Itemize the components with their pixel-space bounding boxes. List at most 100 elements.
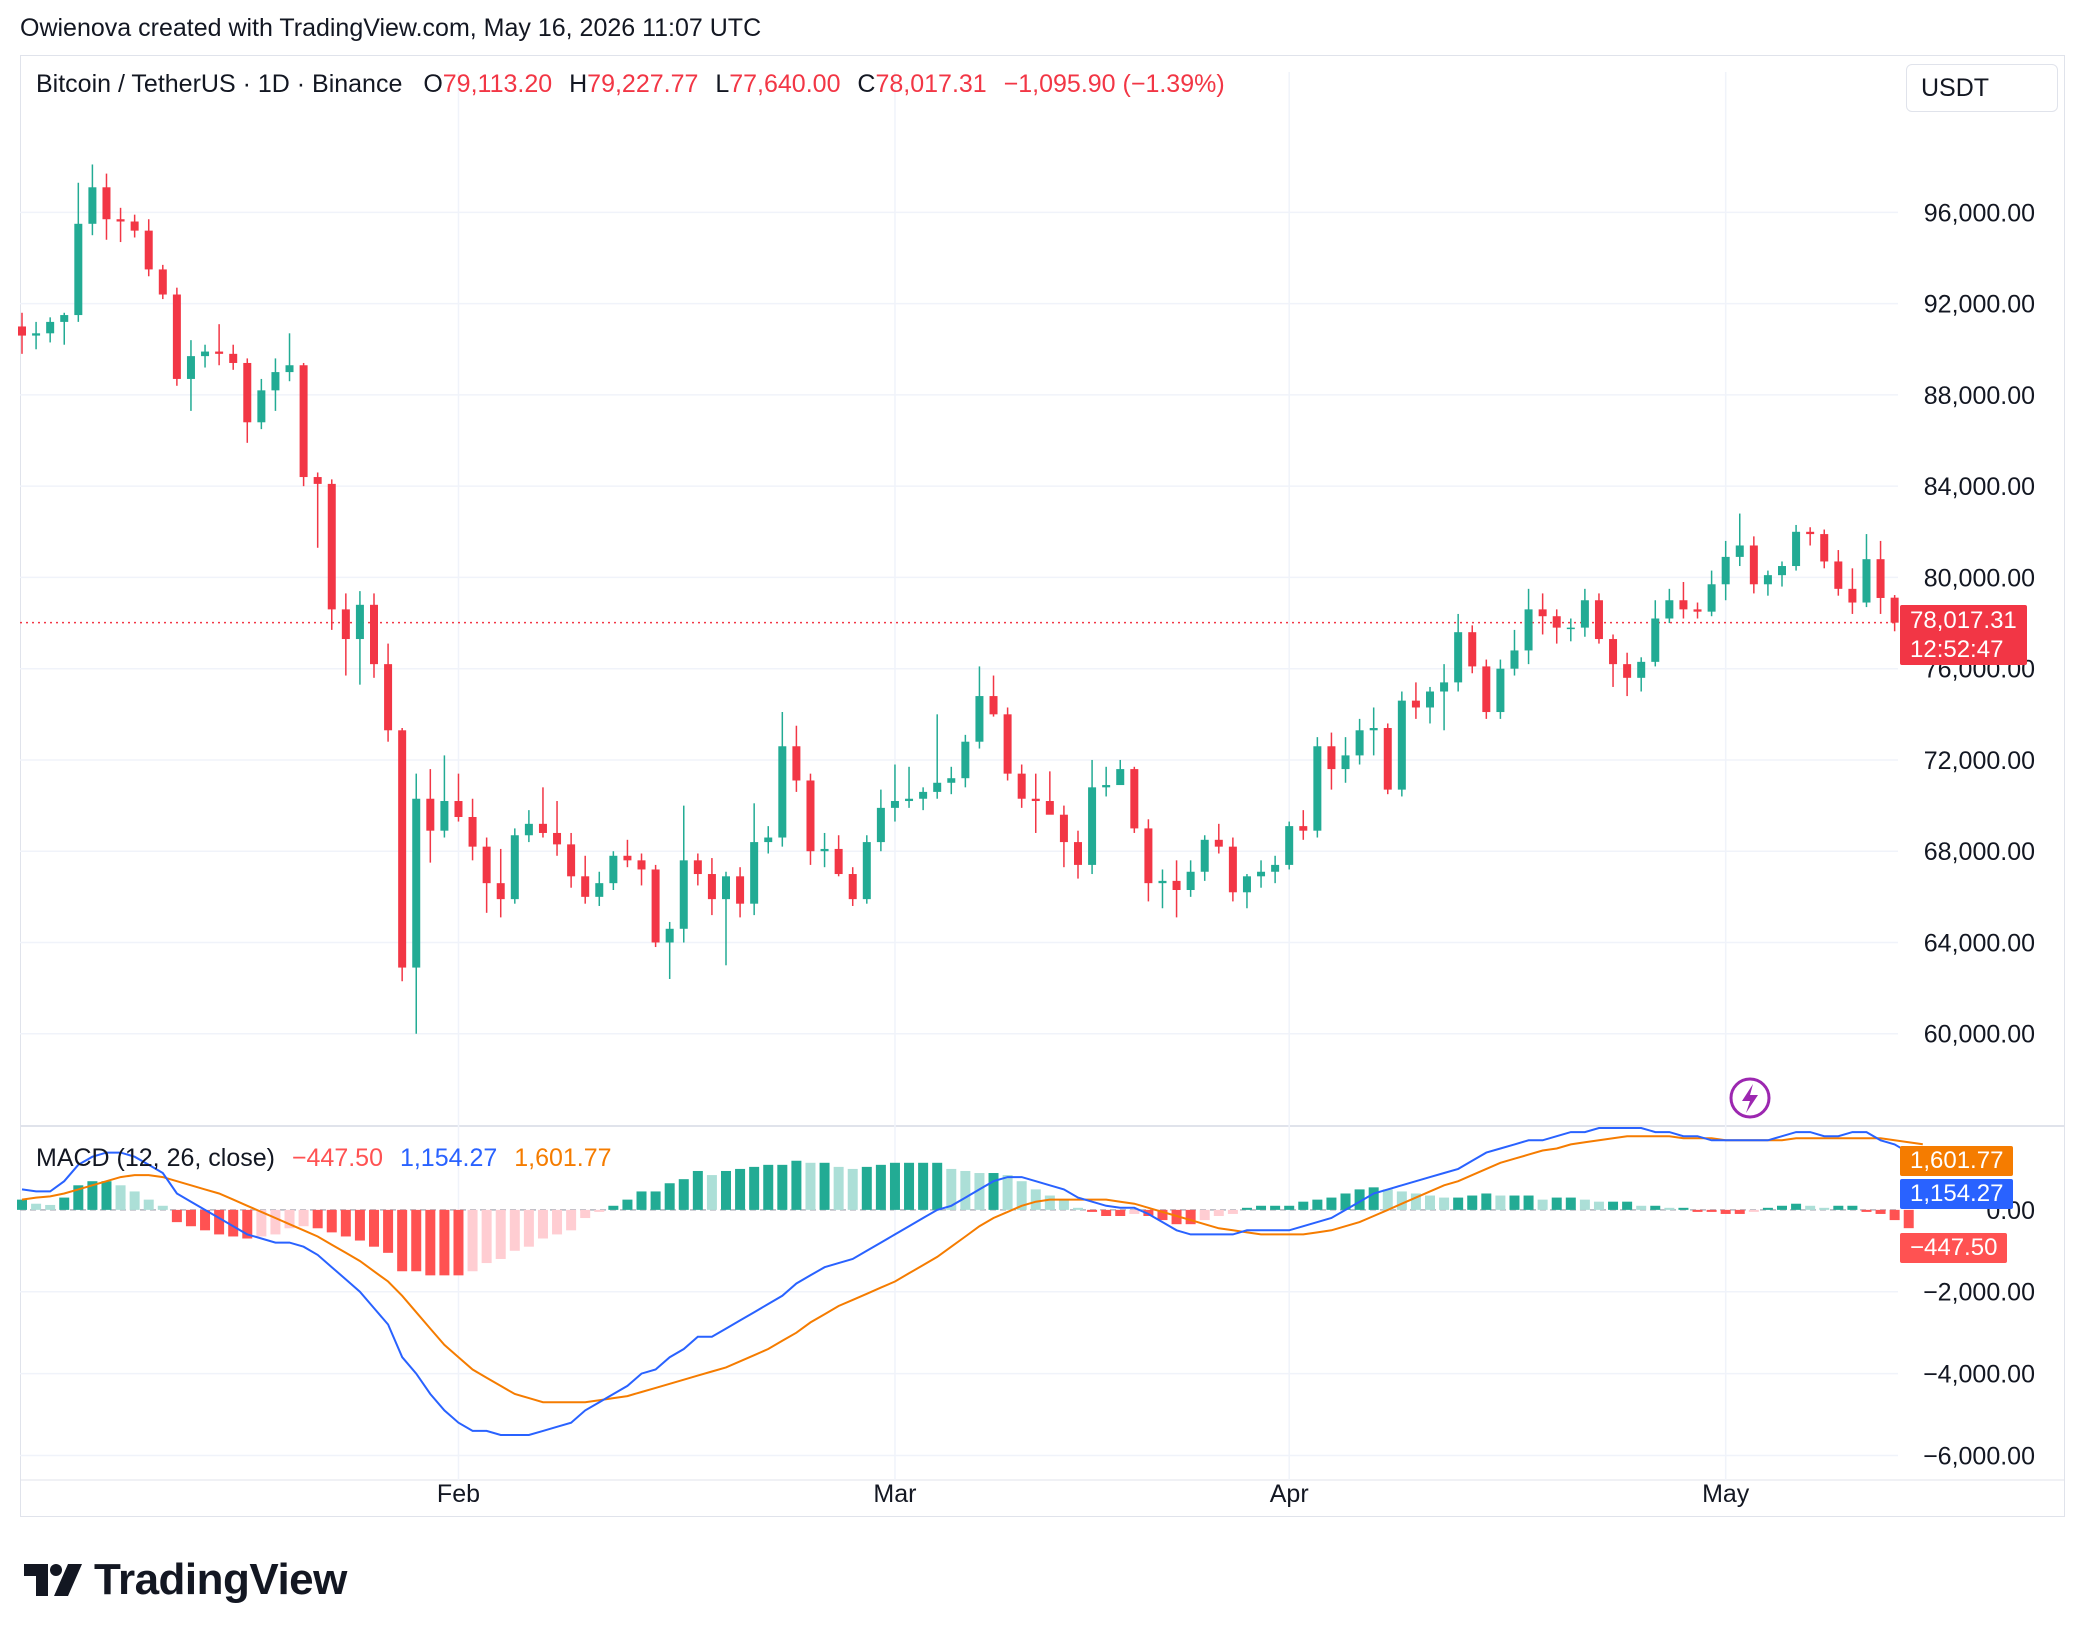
histogram-bar	[256, 1209, 267, 1237]
histogram-bar	[298, 1209, 309, 1227]
high-value: 79,227.77	[587, 70, 699, 98]
macd-tick-label: −4,000.00	[1923, 1361, 2035, 1389]
histogram-bar	[1889, 1209, 1900, 1221]
histogram-bar	[678, 1179, 689, 1210]
macd-legend: MACD (12, 26, close) −447.50 1,154.27 1,…	[36, 1144, 612, 1173]
histogram-bar	[453, 1209, 464, 1276]
bar-countdown: 12:52:47	[1910, 636, 2004, 663]
candle-body	[623, 855, 632, 861]
histogram-bar	[622, 1199, 633, 1210]
candle-body	[243, 362, 252, 423]
histogram-bar	[1875, 1209, 1886, 1214]
histogram-bar	[369, 1209, 379, 1247]
histogram-bar	[1777, 1205, 1787, 1210]
macd-tick-label: −2,000.00	[1923, 1279, 2035, 1307]
histogram-bar	[1439, 1197, 1450, 1210]
last-price-tag: 78,017.31 12:52:47	[1900, 605, 2027, 665]
candle-body	[1130, 769, 1139, 829]
candle-body	[651, 869, 660, 943]
candle-body	[1144, 828, 1153, 884]
histogram-bar	[974, 1173, 985, 1210]
candle-body	[130, 221, 139, 231]
candle-body	[524, 823, 533, 836]
histogram-bar	[1410, 1193, 1421, 1210]
candle-body	[1074, 842, 1082, 865]
close-value: 78,017.31	[875, 70, 987, 98]
histogram-bar	[1382, 1189, 1393, 1210]
candle-body	[1749, 545, 1758, 585]
histogram-bar	[115, 1185, 126, 1210]
histogram-bar	[861, 1166, 872, 1210]
time-tick-label: May	[1702, 1480, 1750, 1508]
macd-title[interactable]: MACD (12, 26, close)	[36, 1144, 275, 1172]
histogram-bar	[763, 1164, 774, 1210]
histogram-bar	[1030, 1189, 1041, 1210]
candle-body	[806, 780, 815, 852]
histogram-bar	[340, 1209, 351, 1237]
histogram-bar	[1354, 1189, 1365, 1210]
candle-body	[778, 746, 787, 838]
histogram-bar	[1903, 1209, 1914, 1229]
candle-body	[876, 807, 885, 843]
histogram-bar	[1720, 1209, 1731, 1214]
histogram-bar	[650, 1191, 661, 1210]
macd-tick-label: −6,000.00	[1923, 1442, 2035, 1470]
price-tick-label: 92,000.00	[1924, 291, 2035, 319]
histogram-bar	[523, 1209, 534, 1247]
candle-body	[1299, 826, 1308, 831]
histogram-bar	[1227, 1209, 1238, 1214]
macd-hist-value: −447.50	[291, 1144, 383, 1172]
candle-body	[1017, 773, 1026, 799]
histogram-bar	[1678, 1207, 1689, 1210]
candle-body	[370, 604, 378, 665]
histogram-bar	[425, 1209, 436, 1276]
histogram-bar	[481, 1209, 492, 1264]
histogram-bar	[87, 1181, 98, 1210]
candle-body	[1313, 746, 1322, 831]
histogram-bar	[664, 1183, 675, 1210]
histogram-bar	[1608, 1201, 1619, 1210]
candle-body	[327, 483, 336, 610]
histogram-bar	[1551, 1197, 1562, 1210]
histogram-bar	[1241, 1207, 1252, 1210]
histogram-bar	[1044, 1195, 1055, 1210]
candlestick-series	[18, 164, 1899, 1034]
histogram-bar	[1368, 1187, 1379, 1210]
open-label: O	[423, 70, 443, 98]
candle-body	[468, 816, 477, 847]
candle-body	[764, 837, 773, 843]
candle-body	[1341, 755, 1350, 770]
open-value: 79,113.20	[442, 70, 553, 98]
flash-icon[interactable]	[1729, 1077, 1771, 1119]
histogram-bar	[1002, 1175, 1013, 1210]
histogram-bar	[200, 1209, 211, 1231]
histogram-bar	[552, 1209, 563, 1235]
candle-body	[890, 801, 899, 808]
candle-body	[919, 791, 928, 799]
histogram-bar	[960, 1170, 971, 1210]
candle-body	[1228, 846, 1237, 893]
high-label: H	[569, 70, 588, 98]
histogram-bar	[1115, 1209, 1126, 1216]
price-legend: Bitcoin / TetherUS · 1D · Binance O79,11…	[36, 70, 1225, 99]
histogram-bar	[509, 1209, 520, 1251]
histogram-bar	[59, 1197, 70, 1210]
symbol-label[interactable]: Bitcoin / TetherUS · 1D · Binance	[36, 70, 403, 98]
histogram-bar	[988, 1173, 999, 1210]
histogram-bar	[1256, 1205, 1267, 1210]
candle-body	[1510, 650, 1519, 669]
histogram-bar	[1073, 1207, 1083, 1210]
candle-body	[1031, 798, 1040, 802]
histogram-bar	[1537, 1199, 1548, 1210]
histogram-bar	[228, 1209, 239, 1237]
candle-body	[1721, 556, 1730, 585]
candle-body	[1707, 584, 1716, 612]
currency-button[interactable]: USDT	[1906, 64, 2058, 112]
macd-hist-tag: −447.50	[1900, 1233, 2008, 1263]
histogram-bar	[1453, 1197, 1464, 1210]
histogram-bar	[242, 1209, 253, 1239]
candle-body	[88, 187, 97, 224]
histogram-bar	[932, 1162, 943, 1210]
candle-body	[285, 365, 294, 373]
